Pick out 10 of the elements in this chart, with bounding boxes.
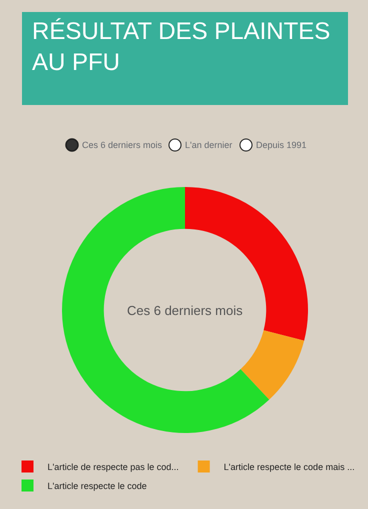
legend-label: L'article de respecte pas le cod... — [48, 462, 179, 472]
text: L'an dernier — [185, 140, 232, 150]
donut-slice — [240, 330, 304, 400]
text: Ces 6 derniers mois — [127, 303, 244, 318]
legend-label: L'article respecte le code mais ... — [224, 462, 355, 472]
donut-slice — [62, 187, 270, 433]
text: Depuis 1991 — [256, 140, 307, 150]
text: Ces 6 derniers mois — [82, 140, 163, 150]
chart-title: RÉSULTAT DES PLAINTES AU PFU — [32, 18, 330, 76]
legend-label: L'article respecte le code — [48, 481, 147, 492]
